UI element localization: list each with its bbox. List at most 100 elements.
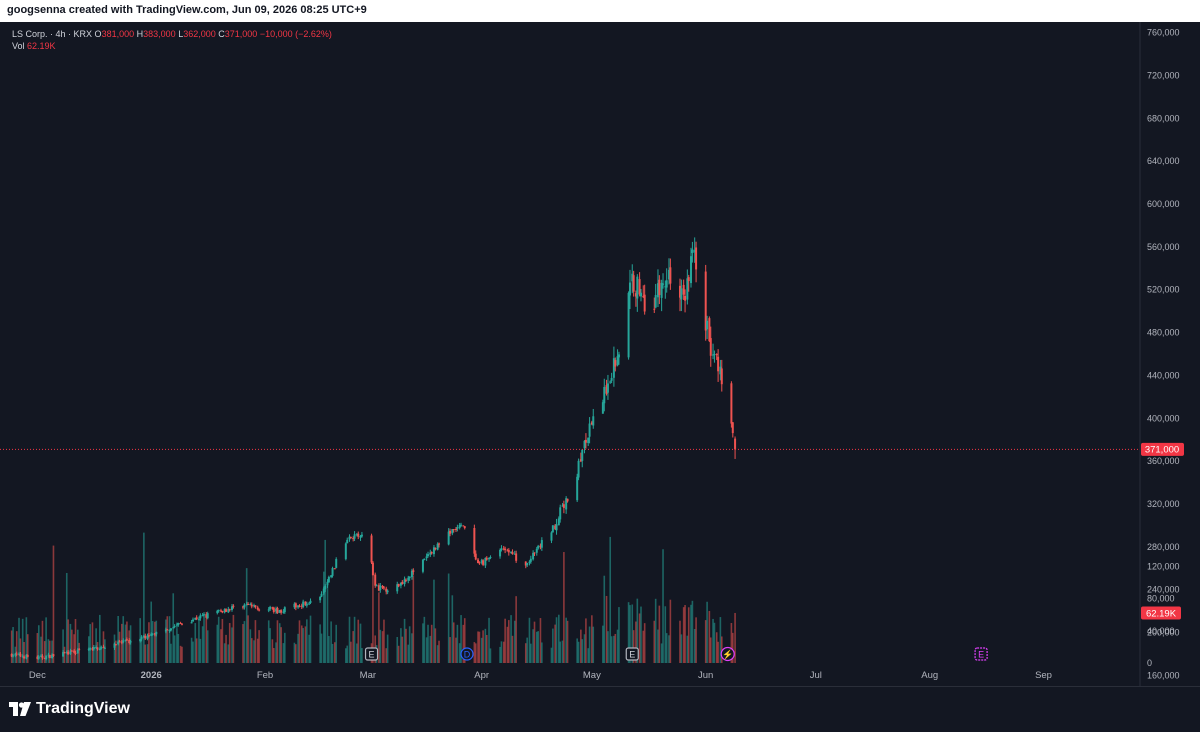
candle-body — [95, 646, 98, 648]
volume-bar — [555, 617, 558, 663]
candle-body — [197, 618, 200, 620]
candle-body — [360, 534, 363, 537]
candle-body — [665, 280, 668, 288]
volume-bar — [304, 626, 307, 663]
volume-bar — [309, 615, 312, 663]
candle-body — [23, 656, 26, 659]
volume-bar — [657, 629, 659, 663]
volume-bar — [269, 628, 271, 663]
volume-bar — [720, 636, 723, 663]
candle-body — [113, 643, 116, 648]
price-tick-label: 160,000 — [1147, 670, 1180, 680]
time-tick-label: May — [583, 670, 601, 681]
volume-bar — [613, 635, 615, 663]
volume-bars — [10, 532, 736, 663]
volume-bar — [731, 632, 734, 663]
candle-body — [280, 610, 283, 613]
volume-bar — [397, 645, 400, 663]
volume-bar — [25, 617, 28, 663]
candle-body — [65, 652, 68, 654]
candle-body — [592, 416, 595, 426]
candle-body — [583, 440, 586, 449]
volume-bar — [396, 636, 399, 663]
candle-body — [382, 587, 385, 589]
volume-bar — [324, 539, 326, 663]
candle-body — [719, 366, 722, 375]
event-marker-dividend[interactable]: D — [460, 647, 474, 661]
volume-bar — [680, 634, 683, 663]
volume-bar — [408, 626, 411, 663]
candle-body — [67, 651, 70, 655]
volume-bar — [47, 639, 50, 663]
candle-body — [507, 550, 510, 553]
volume-bar — [535, 631, 538, 663]
volume-bar — [500, 641, 503, 663]
candle-body — [103, 647, 106, 649]
event-marker-earnings-upcoming[interactable]: E — [974, 647, 988, 661]
candle-body — [539, 545, 542, 548]
volume-bar — [223, 643, 226, 663]
time-tick-label: Feb — [257, 670, 273, 681]
event-marker-label: E — [629, 649, 635, 659]
tradingview-logo[interactable]: TradingView — [9, 700, 130, 718]
candle-body — [330, 575, 333, 578]
event-marker-earnings[interactable]: E — [625, 647, 639, 661]
candle-body — [436, 543, 439, 550]
time-axis[interactable]: Dec 2026 Feb Mar Apr May Jun Jul Aug Sep — [29, 670, 1052, 681]
volume-bar — [165, 619, 167, 663]
candle-body — [194, 617, 197, 620]
event-marker-earnings[interactable]: E — [364, 647, 379, 661]
candle-body — [326, 581, 329, 586]
candle-body — [628, 282, 631, 296]
candle-body — [403, 579, 406, 585]
event-marker-split[interactable]: ⚡ — [720, 646, 735, 662]
volume-bar — [62, 629, 64, 663]
candle-body — [153, 633, 156, 635]
candle-body — [551, 525, 554, 533]
legend-symbol: LS Corp. · 4h · KRX — [12, 29, 93, 39]
candle-body — [627, 292, 630, 358]
volume-bar — [482, 630, 484, 663]
candle-body — [660, 282, 663, 298]
candle-body — [669, 267, 672, 284]
candle-body — [173, 625, 176, 627]
volume-bar — [71, 629, 73, 663]
candle-body — [254, 605, 257, 608]
candle-body — [601, 402, 604, 414]
candle-body — [63, 652, 66, 654]
candle-body — [638, 279, 641, 295]
candle-body — [353, 534, 356, 539]
volume-bar — [144, 644, 147, 663]
volume-bar — [734, 612, 736, 663]
volume-bar — [708, 610, 711, 663]
candle-body — [293, 603, 296, 608]
volume-bar — [148, 622, 150, 663]
volume-bar — [74, 619, 77, 663]
candle-body — [423, 558, 426, 560]
candle-body — [396, 584, 399, 592]
candle-body — [357, 533, 360, 537]
volume-bar — [423, 616, 426, 663]
candle-body — [658, 279, 661, 296]
candle-body — [713, 354, 716, 356]
volume-bar — [322, 571, 325, 663]
candle-body — [169, 628, 172, 631]
candle-body — [225, 609, 228, 612]
candle-body — [632, 275, 635, 292]
candle-body — [195, 617, 198, 620]
candle-body — [584, 439, 587, 443]
volume-bar — [627, 602, 630, 663]
candle-body — [528, 561, 531, 563]
volume-bar — [300, 625, 303, 663]
volume-tick-label: 80,000 — [1147, 594, 1175, 604]
volume-bar — [616, 629, 619, 663]
candle-body — [616, 356, 619, 366]
candle-body — [397, 584, 400, 587]
volume-bar — [713, 622, 716, 663]
candle-body — [69, 650, 72, 655]
time-tick-label: Apr — [474, 670, 489, 681]
volume-bar — [632, 630, 635, 663]
volume-bar — [425, 637, 428, 663]
candle-body — [429, 552, 432, 555]
price-chart[interactable]: 760,000 720,000 680,000 640,000 600,000 560,0… — [0, 22, 1200, 686]
